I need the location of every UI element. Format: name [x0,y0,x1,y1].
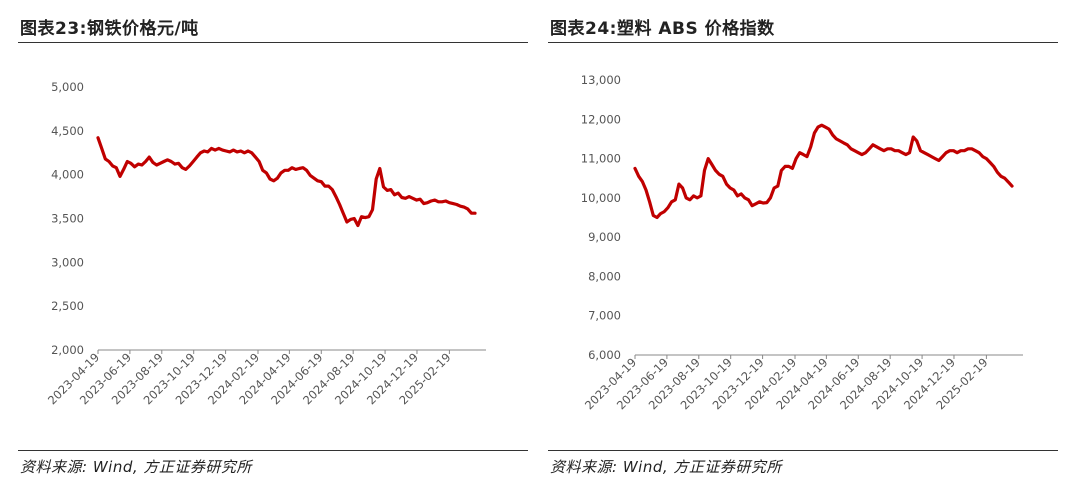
source-note: 资料来源: Wind, 方正证券研究所 [20,458,252,476]
y-tick-label: 3,000 [51,255,84,269]
y-tick-label: 4,000 [51,168,84,182]
y-tick-label: 2,500 [51,299,84,313]
series-line [633,123,1014,220]
y-tick-label: 9,000 [588,230,621,244]
source-rule [18,450,528,451]
y-tick-label: 12,000 [581,112,621,126]
y-tick-label: 3,500 [51,212,84,226]
figure-title: 图表24:塑料 ABS 价格指数 [550,19,775,39]
figure-title: 图表23:钢铁价格元/吨 [20,19,199,39]
steel-price-chart: 2,0002,5003,0003,5004,0004,5005,0002023-… [45,80,486,407]
title-rule [18,42,528,43]
series-line [96,136,477,228]
y-tick-label: 7,000 [588,309,621,323]
y-tick-label: 6,000 [588,348,621,362]
y-tick-label: 8,000 [588,269,621,283]
y-tick-label: 10,000 [581,191,621,205]
y-tick-label: 11,000 [581,152,621,166]
y-tick-label: 13,000 [581,73,621,87]
y-tick-label: 5,000 [51,80,84,94]
y-tick-label: 4,500 [51,124,84,138]
source-rule [548,450,1058,451]
source-note: 资料来源: Wind, 方正证券研究所 [550,458,782,476]
abs-price-chart: 6,000 7,000 8,000 9,000 10,000 11,000 12,000 13… [581,73,1023,412]
y-tick-label: 2,000 [51,343,84,357]
chart-panel-abs: 图表24:塑料 ABS 价格指数 6,000 7,000 8,000 9,000 10,… [548,0,1058,485]
chart-panel-steel: 图表23:钢铁价格元/吨 2,000 2,500 3,000 3,500 4,000 4,… [18,0,528,485]
title-rule [548,42,1058,43]
